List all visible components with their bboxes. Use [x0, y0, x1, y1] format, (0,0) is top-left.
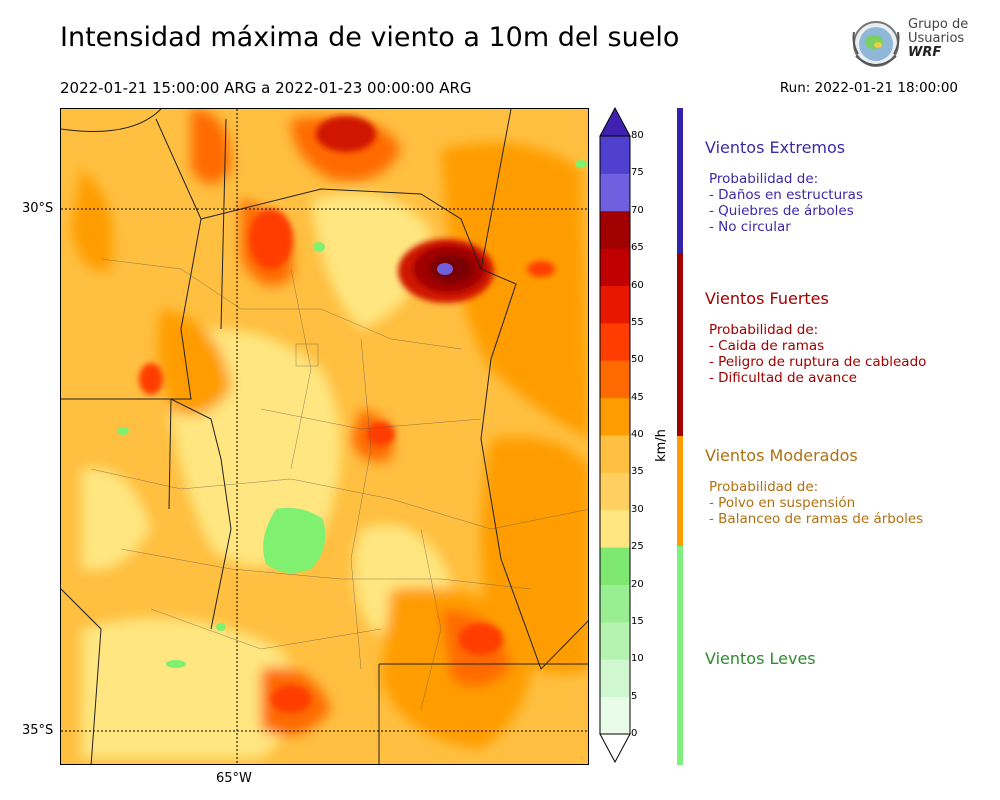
- desc-line: Probabilidad de:: [709, 171, 819, 187]
- category-bar-moderados: [677, 436, 683, 546]
- colorbar-bin: [600, 547, 630, 585]
- forecast-period: 2022-01-21 15:00:00 ARG a 2022-01-23 00:…: [60, 79, 472, 97]
- colorbar-bin: [600, 397, 630, 436]
- colorbar-tick-label: 50: [631, 354, 644, 366]
- colorbar-tick-label: 65: [631, 242, 644, 254]
- colorbar-bin: [600, 621, 630, 660]
- department-borders: [90, 258, 588, 710]
- colorbar-tick-label: 30: [631, 503, 644, 515]
- colorbar-tick-label: 70: [631, 204, 644, 216]
- colorbar-bin: [600, 285, 630, 324]
- desc-line: - Daños en estructuras: [709, 187, 863, 203]
- logo-line2: Usuarios: [908, 31, 965, 46]
- extreme-wind-spot: [437, 263, 453, 275]
- colorbar-bin: [600, 210, 630, 249]
- colorbar-tick-label: 45: [631, 391, 644, 403]
- colorbar-tick-label: 20: [631, 578, 644, 590]
- category-title: Vientos Moderados: [705, 446, 858, 465]
- logo-line3: WRF: [908, 45, 942, 60]
- colorbar-extend-max: [599, 106, 631, 137]
- field-blobs: [71, 109, 588, 759]
- graticule: [61, 109, 588, 764]
- colorbar-bin: [600, 472, 630, 511]
- province-borders: [61, 109, 588, 764]
- wind-field: [61, 109, 588, 764]
- colorbar: [599, 106, 631, 764]
- colorbar-tick-label: 0: [631, 728, 638, 739]
- desc-line: Probabilidad de:: [709, 479, 819, 495]
- colorbar-tick-label: 15: [631, 615, 644, 627]
- lon-label-65w: 65°W: [216, 771, 252, 786]
- colorbar-bin: [600, 322, 630, 361]
- category-extremos: Vientos Extremos Probabilidad de: - Daño…: [705, 138, 863, 235]
- category-bar-fuertes: [677, 253, 683, 436]
- colorbar-bin: [600, 659, 630, 698]
- wind-map: [60, 108, 589, 765]
- desc-line: - Polvo en suspensión: [709, 495, 856, 511]
- colorbar-extend-min: [599, 733, 631, 764]
- category-title: Vientos Fuertes: [705, 289, 829, 308]
- desc-line: - Dificultad de avance: [709, 370, 857, 386]
- category-bar-leves: [677, 546, 683, 765]
- colorbar-tick-label: 40: [631, 429, 644, 440]
- desc-line: - Peligro de ruptura de cableado: [709, 354, 927, 370]
- colorbar-tick-label: 75: [631, 167, 644, 179]
- desc-line: - No circular: [709, 219, 791, 235]
- colorbar-bin: [600, 435, 630, 473]
- colorbar-bin: [600, 360, 630, 399]
- colorbar-bin: [600, 248, 630, 286]
- chart-title: Intensidad máxima de viento a 10m del su…: [60, 22, 680, 53]
- lat-label-35s: 35°S: [22, 723, 54, 738]
- colorbar-tick-label: 35: [631, 466, 644, 478]
- colorbar-tick-label: 5: [631, 690, 638, 702]
- colorbar-bin: [600, 509, 630, 548]
- colorbar-tick-label: 60: [631, 279, 644, 291]
- low-wind-patches: [117, 160, 587, 668]
- category-title: Vientos Leves: [705, 649, 816, 668]
- colorbar-bin: [600, 696, 630, 735]
- run-timestamp: Run: 2022-01-21 18:00:00: [779, 80, 958, 96]
- lat-label-30s: 30°S: [22, 201, 54, 216]
- category-fuertes: Vientos Fuertes Probabilidad de: - Caida…: [705, 289, 926, 386]
- colorbar-tick-label: 80: [631, 130, 644, 141]
- colorbar-bin: [600, 173, 630, 212]
- category-description: Probabilidad de: - Daños en estructuras …: [705, 171, 863, 235]
- logo-line1: Grupo de: [908, 17, 969, 32]
- group-logo: Grupo de Usuarios WRF: [848, 16, 973, 74]
- category-bar-extremos: [677, 108, 683, 253]
- colorbar-bin: [600, 584, 630, 623]
- colorbar-unit-label: km/h: [653, 429, 669, 462]
- category-title: Vientos Extremos: [705, 138, 846, 157]
- category-description: Probabilidad de: - Polvo en suspensión -…: [705, 479, 923, 527]
- colorbar-tick-label: 10: [631, 653, 644, 665]
- desc-line: - Caida de ramas: [709, 338, 825, 354]
- colorbar-tick-label: 55: [631, 316, 644, 328]
- globe-logo-icon: [852, 21, 900, 67]
- desc-line: - Quiebres de árboles: [709, 203, 854, 219]
- category-moderados: Vientos Moderados Probabilidad de: - Pol…: [705, 446, 923, 527]
- colorbar-tick-label: 25: [631, 541, 644, 553]
- desc-line: Probabilidad de:: [709, 322, 819, 338]
- category-leves: Vientos Leves: [705, 649, 816, 668]
- desc-line: - Balanceo de ramas de árboles: [709, 511, 924, 527]
- colorbar-bin: [600, 136, 630, 174]
- category-description: Probabilidad de: - Caida de ramas - Peli…: [705, 322, 926, 386]
